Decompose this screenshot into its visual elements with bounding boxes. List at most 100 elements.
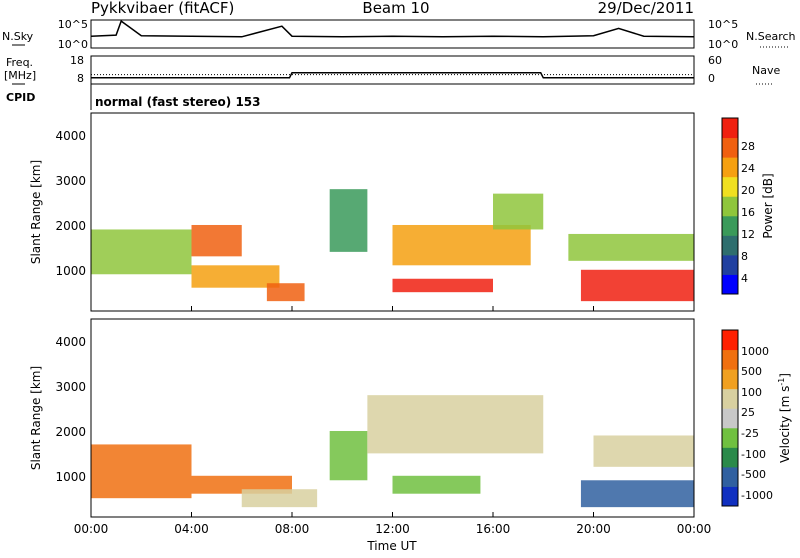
velocity-heatmap-cells <box>91 395 694 508</box>
freq-left-tick-top: 18 <box>70 54 84 67</box>
vel-cbar-tick-m500: -500 <box>741 468 766 481</box>
vel-cbar-tick-500: 500 <box>741 365 762 378</box>
power-cell-6 <box>392 224 531 266</box>
velocity-colorbar-swatch-8 <box>722 330 738 351</box>
nave-label: Nave <box>752 64 780 77</box>
power-yticks: 4000 3000 2000 1000 <box>55 129 86 278</box>
x-tick-2000: 20:00 <box>576 522 611 536</box>
velocity-cell-2 <box>241 489 318 508</box>
power-colorbar-swatches <box>722 118 738 295</box>
velocity-colorbar: 1000 500 100 25 -25 -100 -500 -1000 Velo… <box>721 329 792 507</box>
velocity-cbar-label: Velocity [m s-1] <box>777 373 792 463</box>
date-label: 29/Dec/2011 <box>598 0 694 17</box>
freq-label-line1: Freq. <box>6 56 33 69</box>
velocity-ytick-4000: 4000 <box>55 335 86 349</box>
velocity-colorbar-swatch-2 <box>722 447 738 468</box>
noise-series-line <box>90 19 695 38</box>
velocity-panel: Slant Range [km] 4000 3000 2000 1000 <box>29 318 695 518</box>
noise-left-label: N.Sky <box>2 30 34 43</box>
power-cell-2 <box>191 265 280 288</box>
power-colorbar: 28 24 20 16 12 8 4 Power [dB] <box>721 117 775 295</box>
freq-label-line2: [MHz] <box>4 69 36 82</box>
freq-left-tick-bottom: 8 <box>77 72 84 85</box>
velocity-colorbar-swatch-3 <box>722 427 738 448</box>
velocity-ytick-2000: 2000 <box>55 425 86 439</box>
power-colorbar-swatch-2 <box>722 235 738 256</box>
velocity-cbar-label-end: ] <box>778 373 792 378</box>
power-cbar-tick-16: 16 <box>741 206 755 219</box>
vel-cbar-tick-1000: 1000 <box>741 345 769 358</box>
velocity-cell-4 <box>367 395 544 454</box>
power-cell-8 <box>580 269 694 302</box>
power-cell-4 <box>329 189 368 252</box>
velocity-cell-3 <box>329 430 368 481</box>
noise-right-tick-top: 10^5 <box>708 18 738 31</box>
power-heatmap-cells <box>91 189 694 302</box>
vel-cbar-tick-25: 25 <box>741 406 755 419</box>
freq-panel: Freq. [MHz] 18 8 60 0 Nave <box>4 54 780 85</box>
power-colorbar-swatch-1 <box>722 254 738 275</box>
power-cbar-tick-28: 28 <box>741 140 755 153</box>
power-cell-9 <box>568 233 694 261</box>
velocity-colorbar-swatch-1 <box>722 466 738 487</box>
x-tick-0800: 08:00 <box>275 522 310 536</box>
power-colorbar-swatch-3 <box>722 215 738 236</box>
noise-right-label: N.Search <box>746 30 796 43</box>
power-cbar-tick-12: 12 <box>741 228 755 241</box>
velocity-ylabel: Slant Range [km] <box>29 366 43 470</box>
power-colorbar-swatch-7 <box>722 137 738 158</box>
power-cbar-tick-24: 24 <box>741 162 755 175</box>
x-tick-1600: 16:00 <box>476 522 511 536</box>
velocity-cbar-label-main: Velocity [m s <box>778 386 792 463</box>
velocity-colorbar-swatch-7 <box>722 349 738 370</box>
power-ytick-2000: 2000 <box>55 219 86 233</box>
velocity-colorbar-swatch-0 <box>722 486 738 507</box>
velocity-cell-0 <box>91 444 192 499</box>
power-panel: Slant Range [km] 4000 3000 2000 1000 <box>29 112 695 312</box>
freq-right-tick-top: 60 <box>708 54 722 67</box>
velocity-colorbar-swatch-5 <box>722 388 738 409</box>
power-cell-5 <box>392 278 493 293</box>
x-tick-1200: 12:00 <box>375 522 410 536</box>
power-colorbar-swatch-6 <box>722 157 738 178</box>
power-ytick-1000: 1000 <box>55 264 86 278</box>
cpid-text: normal (fast stereo) 153 <box>95 95 261 109</box>
power-cell-3 <box>266 283 305 302</box>
velocity-cell-7 <box>593 435 694 467</box>
velocity-cbar-label-sup: -1 <box>777 378 786 386</box>
power-cbar-tick-20: 20 <box>741 184 755 197</box>
power-ytick-3000: 3000 <box>55 174 86 188</box>
power-cell-0 <box>91 229 192 275</box>
velocity-yticks: 4000 3000 2000 1000 <box>55 335 86 484</box>
velocity-ytick-3000: 3000 <box>55 380 86 394</box>
velocity-ytick-1000: 1000 <box>55 470 86 484</box>
power-colorbar-swatch-4 <box>722 196 738 217</box>
power-cbar-tick-4: 4 <box>741 272 748 285</box>
power-cell-7 <box>493 193 544 230</box>
velocity-colorbar-swatch-6 <box>722 369 738 390</box>
x-tick-marks <box>90 306 695 517</box>
vel-cbar-tick-m1000: -1000 <box>741 489 773 502</box>
cpid-label: CPID <box>6 91 35 104</box>
power-cell-1 <box>191 224 242 257</box>
beam-label: Beam 10 <box>362 0 429 17</box>
power-cbar-tick-8: 8 <box>741 250 748 263</box>
velocity-cell-6 <box>580 480 694 508</box>
radar-title: Pykkvibaer (fitACF) <box>91 0 234 17</box>
power-ylabel: Slant Range [km] <box>29 160 43 264</box>
noise-panel: N.Sky 10^5 10^0 10^5 10^0 N.Search <box>2 18 796 51</box>
velocity-colorbar-swatch-4 <box>722 408 738 429</box>
freq-right-tick-bottom: 0 <box>708 72 715 85</box>
noise-left-tick-top: 10^5 <box>58 18 88 31</box>
vel-cbar-tick-m100: -100 <box>741 448 766 461</box>
freq-series-line <box>91 72 694 79</box>
power-colorbar-swatch-0 <box>722 274 738 295</box>
noise-right-tick-bottom: 10^0 <box>708 38 738 51</box>
velocity-cell-1 <box>191 475 292 494</box>
power-colorbar-swatch-8 <box>722 118 738 139</box>
x-axis: 00:00 04:00 08:00 12:00 16:00 20:00 00:0… <box>74 306 711 553</box>
velocity-colorbar-swatches <box>722 330 738 507</box>
velocity-cell-5 <box>392 475 481 494</box>
power-colorbar-swatch-5 <box>722 176 738 197</box>
